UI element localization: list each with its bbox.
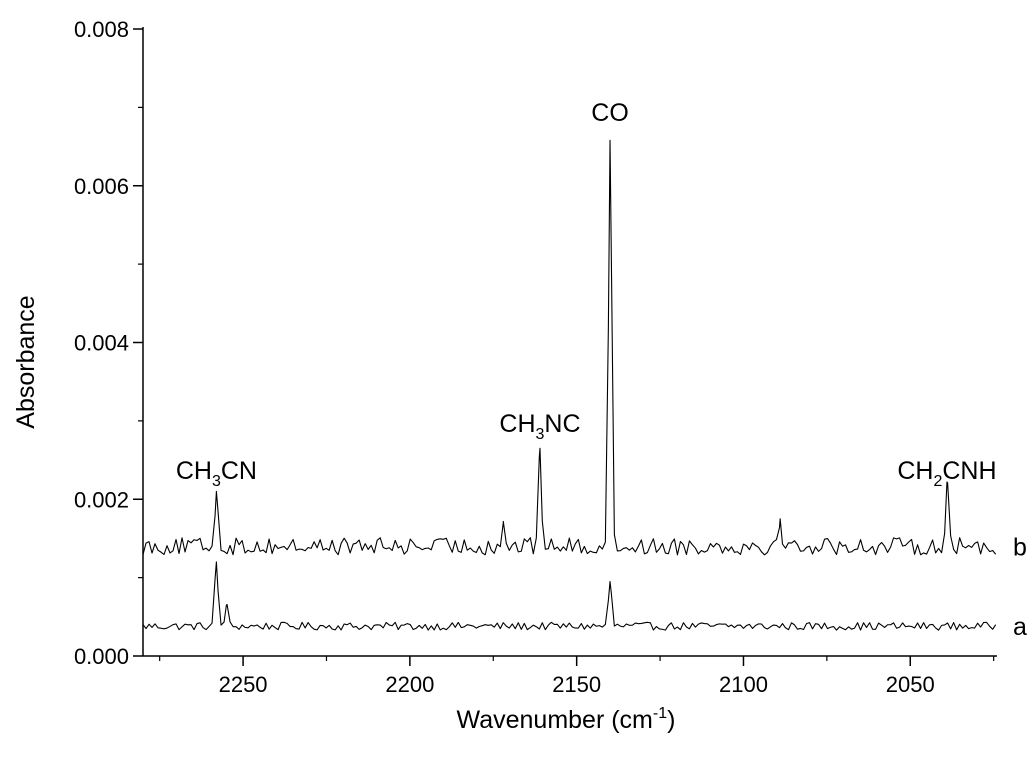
x-tick-label: 2250 [219,672,268,697]
trace-label-b: b [1013,533,1027,561]
trace-a [142,561,997,631]
trace-label-a: a [1013,613,1027,641]
x-tick-label: 2100 [719,672,768,697]
peak-annotation: CH3CN [176,457,257,490]
y-tick-label: 0.002 [74,487,129,512]
annotation-main: CH [176,457,212,485]
y-tick-label: 0.008 [74,17,129,42]
annotation-main: CO [591,99,629,127]
peak-annotation: CH3NC [499,410,580,443]
x-axis-title-tail: ) [667,706,675,734]
y-tick-label: 0.004 [74,331,129,356]
x-axis-title-main: Wavenumber (cm [457,706,653,734]
x-ticks: 2250 2200 2150 2100 2050 [159,656,995,697]
y-tick-label: 0.006 [74,174,129,199]
peak-annotation: CH2CNH [897,457,996,490]
trace-labels: ab [1013,533,1027,641]
trace-b [142,139,997,556]
annotation-rest: CN [221,457,257,485]
peak-annotation: CO [591,99,629,127]
annotation-subscript: 2 [933,473,942,490]
y-axis-title: Absorbance [12,295,40,428]
annotation-main: CH [499,410,535,438]
x-tick-label: 2050 [886,672,935,697]
annotation-main: CH [897,457,933,485]
annotation-rest: CNH [942,457,996,485]
y-ticks: 0.000 0.002 0.004 0.006 0.008 [74,17,143,669]
axes [142,27,997,657]
x-tick-label: 2150 [552,672,601,697]
annotation-rest: NC [544,410,580,438]
traces [142,139,997,631]
y-tick-label: 0.000 [74,644,129,669]
x-tick-label: 2200 [385,672,434,697]
x-axis-title: Wavenumber (cm-1) [457,705,676,734]
annotation-subscript: 3 [212,473,221,490]
annotation-subscript: 3 [536,426,545,443]
x-axis-title-sup: -1 [653,705,667,722]
